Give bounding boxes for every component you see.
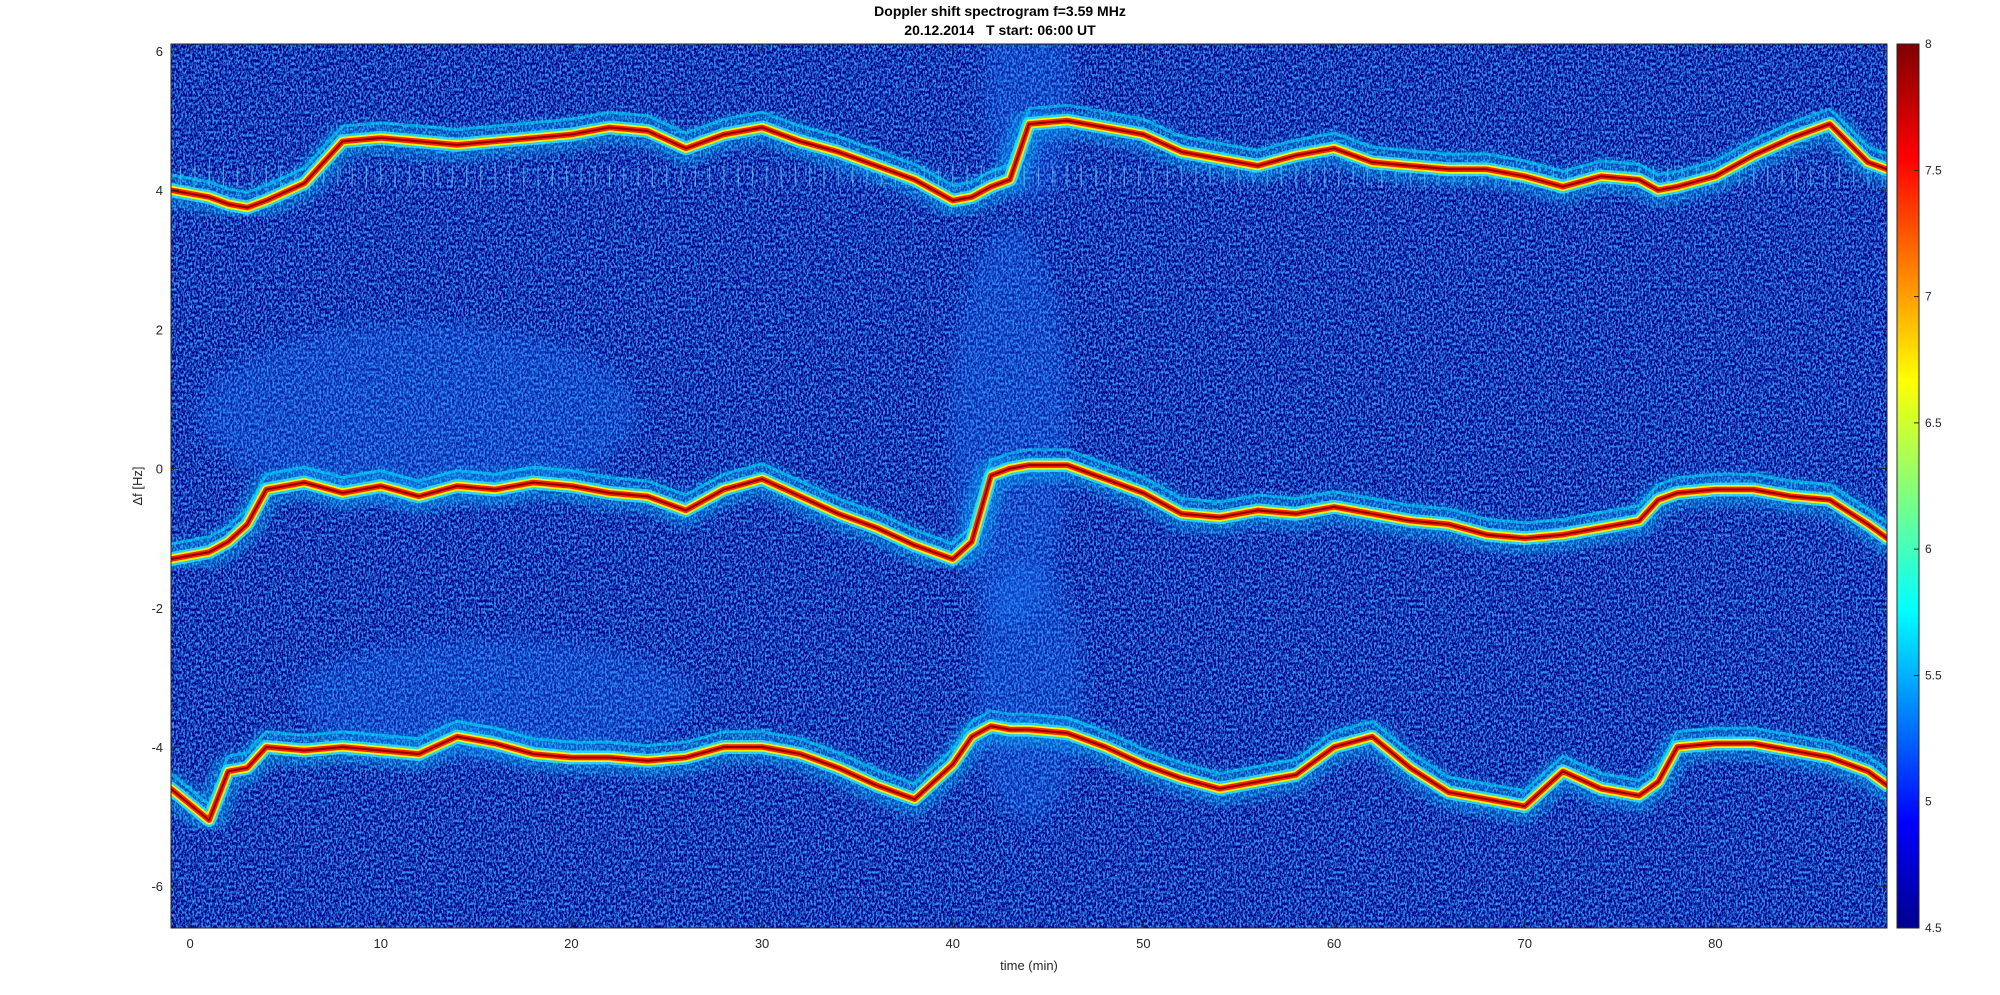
y-tick-label: 0: [156, 462, 163, 477]
chart-title: Doppler shift spectrogram f=3.59 MHz: [874, 3, 1126, 19]
colorbar-tick-label: 7.5: [1925, 163, 1942, 177]
colorbar-gradient: [1896, 43, 1920, 929]
colorbar-tick-label: 4.5: [1925, 921, 1942, 935]
title-block: Doppler shift spectrogram f=3.59 MHz 20.…: [0, 2, 2000, 40]
x-tick-label: 30: [755, 936, 769, 951]
colorbar-tick-label: 7: [1925, 290, 1932, 304]
y-tick-label: 4: [156, 183, 163, 198]
echo-line: [171, 709, 1887, 808]
scatter-region: [974, 561, 1084, 822]
x-tick-label: 10: [373, 936, 387, 951]
colorbar-tick-label: 6.5: [1925, 416, 1942, 430]
trace-line: [171, 119, 1887, 209]
y-tick-label: 2: [156, 322, 163, 337]
scatter-region: [295, 638, 696, 759]
echo-line: [171, 103, 1887, 194]
colorbar-tick-label: 5: [1925, 795, 1932, 809]
colorbar-tick-label: 5.5: [1925, 668, 1942, 682]
chart-subtitle: 20.12.2014 T start: 06:00 UT: [904, 22, 1096, 38]
y-tick-label: -6: [151, 879, 163, 894]
colorbar: 4.5 5 5.5 6 6.5 7 7.5 8: [1896, 37, 1942, 935]
echo-line: [171, 448, 1887, 546]
trace-line: [171, 725, 1887, 822]
scatter-region: [198, 322, 639, 503]
colorbar-tick-label: 6: [1925, 542, 1932, 556]
x-tick-label: 0: [186, 936, 193, 951]
doppler-trace-3: [171, 709, 1887, 838]
x-axis-label: time (min): [1000, 958, 1058, 973]
y-tick-label: 6: [156, 44, 163, 59]
axes: 0 10 20 30 40 50 60 70 80 -6 -4 -2 0 2 4 6: [151, 43, 1888, 951]
y-tick-label: -2: [151, 601, 163, 616]
x-tick-label: 50: [1136, 936, 1150, 951]
x-tick-label: 20: [564, 936, 578, 951]
doppler-trace-2: [171, 448, 1887, 577]
colorbar-tick-label: 8: [1925, 37, 1932, 51]
doppler-trace-1: [171, 103, 1887, 225]
plot-frame: [170, 43, 1888, 929]
trace-line: [171, 464, 1887, 561]
x-tick-label: 40: [945, 936, 959, 951]
y-tick-label: -4: [151, 740, 163, 755]
y-axis-label: Δf [Hz]: [130, 466, 145, 505]
x-tick-label: 70: [1517, 936, 1531, 951]
x-tick-label: 80: [1708, 936, 1722, 951]
x-tick-label: 60: [1327, 936, 1341, 951]
